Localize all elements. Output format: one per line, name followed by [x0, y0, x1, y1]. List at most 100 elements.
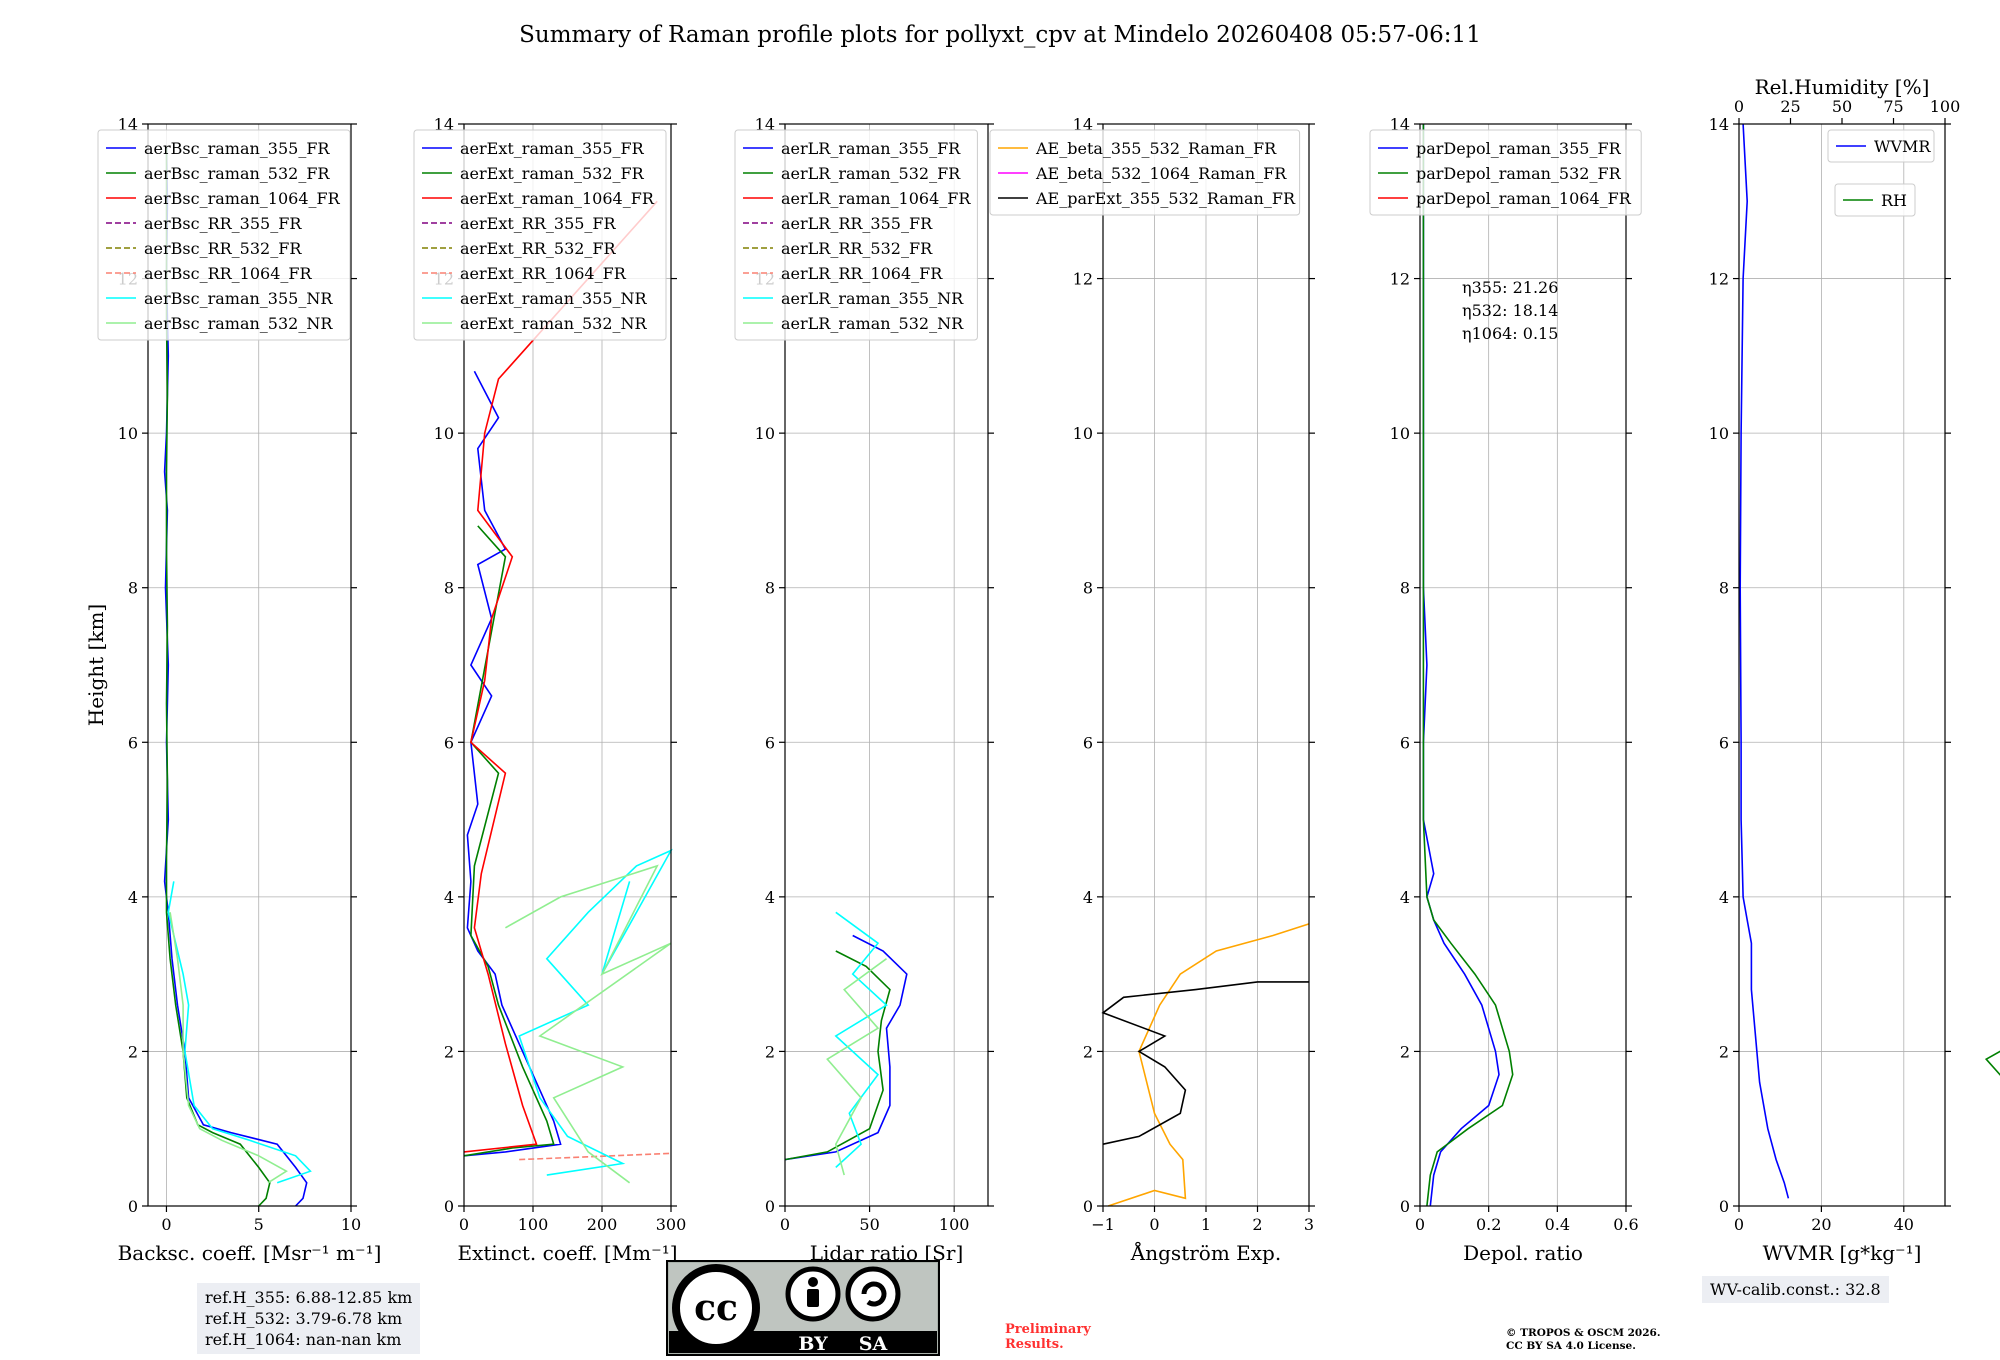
copyright-line-2: CC BY SA 4.0 License.: [1506, 1340, 1636, 1352]
y-tick-label: 0: [1400, 1197, 1410, 1216]
y-tick-label: 4: [128, 888, 138, 907]
axes-frame: [784, 123, 989, 1207]
legend-label-aerBsc_RR_1064_FR: aerBsc_RR_1064_FR: [144, 264, 313, 283]
y-tick-label: 12: [1390, 270, 1410, 289]
legend-label-parDepol_raman_532_FR: parDepol_raman_532_FR: [1416, 164, 1622, 183]
legend-label-parDepol_raman_1064_FR: parDepol_raman_1064_FR: [1416, 189, 1632, 208]
y-tick-label: 14: [1390, 115, 1410, 134]
legend-label-aerLR_raman_355_FR: aerLR_raman_355_FR: [781, 139, 961, 158]
y-tick-label: 4: [1083, 888, 1093, 907]
legend-box: [413, 129, 667, 341]
legend-lr: aerLR_raman_355_FR aerLR_raman_532_FR aerL…: [734, 129, 978, 341]
preliminary-line-1: Preliminary: [1005, 1322, 1091, 1337]
y-tick-label: 8: [1400, 579, 1410, 598]
x2-tick-label: 0: [1734, 97, 1744, 116]
series-line-aerBsc_raman_532_FR: [165, 147, 271, 1207]
series-line-parDepol_raman_532_FR: [1422, 124, 1514, 1207]
y-tick-label: 0: [1083, 1197, 1093, 1216]
panel-lr: 02468101214050100Lidar ratio [Sr]aerLR_r…: [734, 115, 994, 1265]
legend-RH: RH: [1834, 183, 1916, 217]
y-tick-label: 6: [128, 733, 138, 752]
legend-label-aerExt_raman_355_NR: aerExt_raman_355_NR: [460, 289, 648, 308]
legend-label-aerLR_RR_355_FR: aerLR_RR_355_FR: [781, 214, 933, 233]
legend-box: [989, 129, 1301, 216]
legend-label-AE_parExt_355_532_Raman_FR: AE_parExt_355_532_Raman_FR: [1035, 189, 1296, 208]
legend-bsc: aerBsc_raman_355_FR aerBsc_raman_532_FRae…: [97, 129, 351, 341]
x-tick-label: 0: [1734, 1215, 1744, 1234]
y-tick-label: 2: [1083, 1042, 1093, 1061]
by-label: BY: [798, 1333, 828, 1355]
y-tick-label: 14: [118, 115, 138, 134]
x-tick-label: 0: [780, 1215, 790, 1234]
y-tick-label: 10: [755, 424, 775, 443]
legend-box: [97, 129, 351, 341]
y-tick-label: 6: [1083, 733, 1093, 752]
series-line-aerBsc_raman_355_NR: [167, 881, 312, 1184]
depol-annotation: η1064: 0.15: [1462, 324, 1558, 343]
y-tick-label: 0: [1719, 1197, 1729, 1216]
x2-tick-label: 25: [1780, 97, 1800, 116]
y-tick-label: 10: [1073, 424, 1093, 443]
y-tick-label: 4: [1400, 888, 1410, 907]
y-tick-label: 4: [1719, 888, 1729, 907]
legend-label-aerLR_raman_532_FR: aerLR_raman_532_FR: [781, 164, 961, 183]
legend-depol: parDepol_raman_355_FR parDepol_raman_532_…: [1369, 129, 1642, 216]
legend-WVMR: WVMR: [1827, 129, 1935, 163]
y-tick-label: 2: [765, 1042, 775, 1061]
ref-height-355: ref.H_355: 6.88-12.85 km: [205, 1288, 413, 1307]
reference-heights-box: ref.H_355: 6.88-12.85 km ref.H_532: 3.79…: [197, 1283, 421, 1354]
y-tick-label: 8: [444, 579, 454, 598]
y-tick-label: 2: [128, 1042, 138, 1061]
figure-title: Summary of Raman profile plots for polly…: [519, 22, 1481, 48]
legend-label-aerBsc_raman_1064_FR: aerBsc_raman_1064_FR: [144, 189, 341, 208]
legend-label: WVMR: [1874, 137, 1931, 156]
x-tick-label: 3: [1304, 1215, 1314, 1234]
y-tick-label: 4: [765, 888, 775, 907]
copyright-note: © TROPOS & OSCM 2026. CC BY SA 4.0 Licen…: [1506, 1327, 1661, 1353]
panel-ext: 024681012140100200300Extinct. coeff. [Mm…: [413, 115, 686, 1265]
y-tick-label: 2: [1719, 1042, 1729, 1061]
x-tick-label: 0.4: [1545, 1215, 1570, 1234]
y-tick-label: 10: [1709, 424, 1729, 443]
x2-axis-label: Rel.Humidity [%]: [1755, 75, 1930, 99]
copyright-line-1: © TROPOS & OSCM 2026.: [1506, 1327, 1661, 1339]
ref-height-532: ref.H_532: 3.79-6.78 km: [205, 1309, 403, 1328]
axes-frame: [463, 123, 672, 1207]
series-line-RH: [1984, 1050, 2000, 1076]
y-tick-label: 14: [755, 115, 775, 134]
legend-label-aerBsc_RR_355_FR: aerBsc_RR_355_FR: [144, 214, 302, 233]
x-tick-label: 100: [939, 1215, 970, 1234]
y-tick-label: 10: [1390, 424, 1410, 443]
series-line-AE_parExt_355_532_Raman_FR: [1101, 981, 1309, 1145]
y-tick-label: 12: [1709, 270, 1729, 289]
sa-label: SA: [859, 1333, 888, 1355]
depol-annotation: η532: 18.14: [1462, 301, 1558, 320]
y-tick-label: 2: [444, 1042, 454, 1061]
legend-label-aerLR_RR_1064_FR: aerLR_RR_1064_FR: [781, 264, 943, 283]
y-tick-label: 0: [765, 1197, 775, 1216]
legend-label-aerBsc_raman_532_FR: aerBsc_raman_532_FR: [144, 164, 330, 183]
legend-label-aerLR_raman_355_NR: aerLR_raman_355_NR: [781, 289, 964, 308]
legend-box: [734, 129, 978, 341]
y-tick-label: 8: [128, 579, 138, 598]
legend-label-AE_beta_532_1064_Raman_FR: AE_beta_532_1064_Raman_FR: [1035, 164, 1287, 183]
x-tick-label: 0: [459, 1215, 469, 1234]
x-tick-label: 40: [1894, 1215, 1914, 1234]
legend-label-aerBsc_raman_532_NR: aerBsc_raman_532_NR: [144, 314, 333, 333]
series-line-WVMR: [1739, 123, 1790, 1199]
x-axis-label: WVMR [g*kg⁻¹]: [1763, 1241, 1922, 1265]
series-line-aerExt_raman_532_NR: [505, 864, 672, 1184]
legend-label-aerBsc_raman_355_NR: aerBsc_raman_355_NR: [144, 289, 333, 308]
wv-calibration-box: WV-calib.const.: 32.8: [1702, 1276, 1889, 1303]
y-tick-label: 4: [444, 888, 454, 907]
legend-label-aerExt_RR_532_FR: aerExt_RR_532_FR: [460, 239, 617, 258]
x-tick-label: 2: [1252, 1215, 1262, 1234]
y-tick-label: 14: [1073, 115, 1093, 134]
y-tick-label: 8: [1083, 579, 1093, 598]
series-line-aerExt_raman_355_NR: [518, 848, 673, 1176]
preliminary-line-2: Results.: [1005, 1337, 1064, 1352]
x-tick-label: 0: [1149, 1215, 1159, 1234]
series-line-AE_beta_355_532_Raman_FR: [1107, 923, 1310, 1207]
